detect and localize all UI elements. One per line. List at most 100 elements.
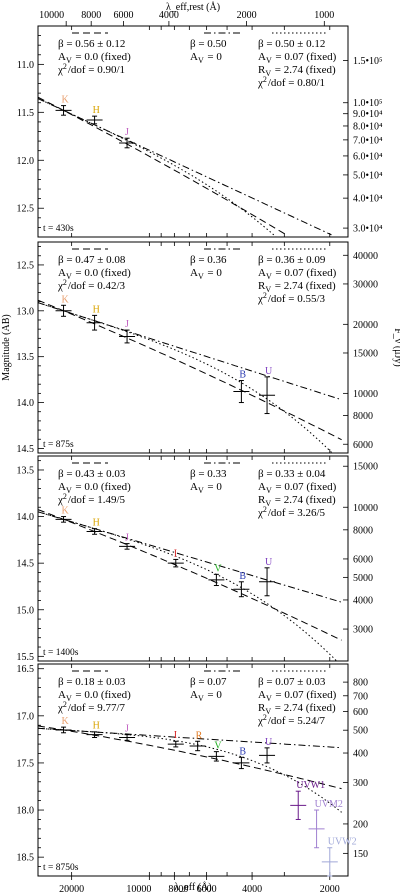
- left-tick-label: 11.0: [17, 60, 34, 71]
- right-tick-label: 8000: [353, 525, 373, 536]
- band-label: K: [62, 95, 70, 106]
- fit-beta: β = 0.56 ± 0.12: [58, 38, 125, 50]
- bottom-axis: 20000 10000 8000 6000 4000 2000 λ_eff (Å): [59, 876, 340, 893]
- data-point-v: V: [208, 563, 225, 587]
- left-tick-label: 17.0: [17, 711, 35, 722]
- panel-frame: [37, 455, 349, 662]
- bottom-tick-label: 6000: [197, 884, 217, 893]
- right-tick-label: 150: [353, 849, 368, 860]
- top-axis: 10000 8000 6000 4000 2000 1000 λ_eff,rest (Å): [39, 1, 334, 26]
- fit-av: AV = 0.07 (fixed): [258, 689, 337, 703]
- right-tick-label: 8.0•10⁴: [353, 121, 383, 132]
- right-tick-label: 10000: [353, 389, 378, 400]
- data-point-j: J: [119, 723, 136, 741]
- right-tick-label: 6000: [353, 440, 373, 451]
- panel-frame: [37, 663, 349, 877]
- fit-rv: RV = 2.74 (fixed): [258, 494, 336, 508]
- data-point-j: J: [119, 319, 136, 344]
- data-point-u: U: [259, 557, 276, 597]
- right-axis-label: F_ν (μJy): [392, 328, 400, 367]
- left-tick-label: 14.0: [17, 512, 35, 523]
- right-tick-label: 1.0•10⁵: [353, 98, 383, 109]
- fit-curve-dotted: [37, 727, 342, 813]
- left-tick-label: 14.5: [17, 559, 35, 570]
- right-tick-label: 6.0•10⁴: [353, 151, 383, 162]
- bottom-tick-label: 4000: [242, 884, 262, 893]
- band-label: I: [174, 730, 177, 741]
- fit-beta: β = 0.18 ± 0.03: [58, 676, 126, 688]
- left-tick-label: 14.5: [17, 444, 35, 455]
- band-label: I: [174, 548, 177, 559]
- right-tick-label: 3000: [353, 625, 373, 636]
- data-point-k: K: [55, 294, 72, 317]
- bottom-tick-label: 8000: [168, 884, 188, 893]
- fit-curve-dashed: [37, 96, 287, 236]
- band-label: H: [93, 517, 100, 528]
- fit-beta: β = 0.47 ± 0.08: [58, 254, 126, 266]
- data-point-r: R: [189, 730, 206, 752]
- right-tick-label: 500: [353, 726, 368, 737]
- left-tick-label: 12.0: [17, 156, 35, 167]
- left-tick-label: 14.0: [17, 398, 35, 409]
- band-label: B: [239, 571, 246, 582]
- right-tick-label: 20000: [353, 320, 378, 331]
- data-point-u: U: [259, 737, 276, 764]
- band-label: K: [62, 505, 70, 516]
- fit-beta: β = 0.36: [190, 254, 227, 266]
- fit-rv: RV = 2.74 (fixed): [258, 280, 336, 294]
- panel-2: 12.5 13.0 13.5 14.0 14.5 40000 30000 20000 15000…: [17, 241, 378, 455]
- band-label: K: [62, 294, 70, 305]
- right-tick-label: 6000: [353, 554, 373, 565]
- right-tick-label: 8000: [353, 411, 373, 422]
- fit-av: AV = 0.0 (fixed): [58, 481, 131, 495]
- bottom-tick-label: 2000: [320, 884, 340, 893]
- bottom-tick-label: 10000: [126, 884, 151, 893]
- right-tick-label: 15000: [353, 462, 378, 473]
- band-label: H: [93, 721, 100, 732]
- right-tick-label: 40000: [353, 251, 378, 262]
- fit-chi: χ2 /dof = 0.90/1: [57, 62, 125, 76]
- band-label: R: [196, 730, 203, 741]
- data-point-uvw1: UVW1: [290, 780, 325, 820]
- band-label: V: [214, 741, 222, 752]
- top-tick-label: 2000: [237, 10, 257, 21]
- top-tick-label: 4000: [159, 10, 179, 21]
- fit-av: AV = 0.07 (fixed): [258, 267, 337, 281]
- left-axis-label: Magnitude (AB): [1, 314, 12, 380]
- fit-chi: χ2 /dof = 1.49/5: [57, 492, 126, 506]
- fit-curve-dashdot: [37, 98, 332, 236]
- data-point-j: J: [119, 532, 136, 550]
- band-label: B: [239, 370, 246, 381]
- fit-chi: χ2 /dof = 9.77/7: [57, 700, 126, 714]
- right-tick-label: 300: [353, 778, 368, 789]
- data-point-j: J: [119, 127, 136, 149]
- fit-av: AV = 0.0 (fixed): [58, 689, 131, 703]
- fit-beta: β = 0.33 ± 0.04: [258, 468, 326, 480]
- fit-av: AV = 0: [190, 51, 222, 65]
- right-tick-label: 7.0•10⁴: [353, 135, 383, 146]
- band-label: J: [125, 319, 129, 330]
- left-tick-label: 15.0: [17, 605, 35, 616]
- fit-chi: χ2 /dof = 0.80/1: [257, 75, 325, 89]
- bottom-axis-label: λ_eff (Å): [174, 881, 211, 893]
- fit-av: AV = 0.0 (fixed): [58, 267, 131, 281]
- fit-chi: χ2 /dof = 3.26/5: [257, 505, 326, 519]
- fit-curve-dashdot: [37, 302, 342, 401]
- left-tick-label: 13.5: [17, 465, 35, 476]
- fit-beta: β = 0.36 ± 0.09: [258, 254, 326, 266]
- data-point-h: H: [86, 721, 103, 738]
- time-label: t = 1400s: [43, 648, 79, 658]
- data-point-h: H: [86, 517, 103, 535]
- data-point-k: K: [55, 716, 72, 734]
- left-tick-label: 13.5: [17, 352, 35, 363]
- fit-beta: β = 0.07 ± 0.03: [258, 676, 326, 688]
- fit-curve-dashdot: [37, 511, 342, 603]
- band-label: U: [265, 737, 273, 748]
- data-point-b: B: [233, 746, 250, 770]
- right-tick-label: 400: [353, 749, 368, 760]
- left-tick-label: 12.5: [17, 204, 35, 215]
- fit-av: AV = 0.0 (fixed): [58, 51, 131, 65]
- fit-av: AV = 0.07 (fixed): [258, 481, 337, 495]
